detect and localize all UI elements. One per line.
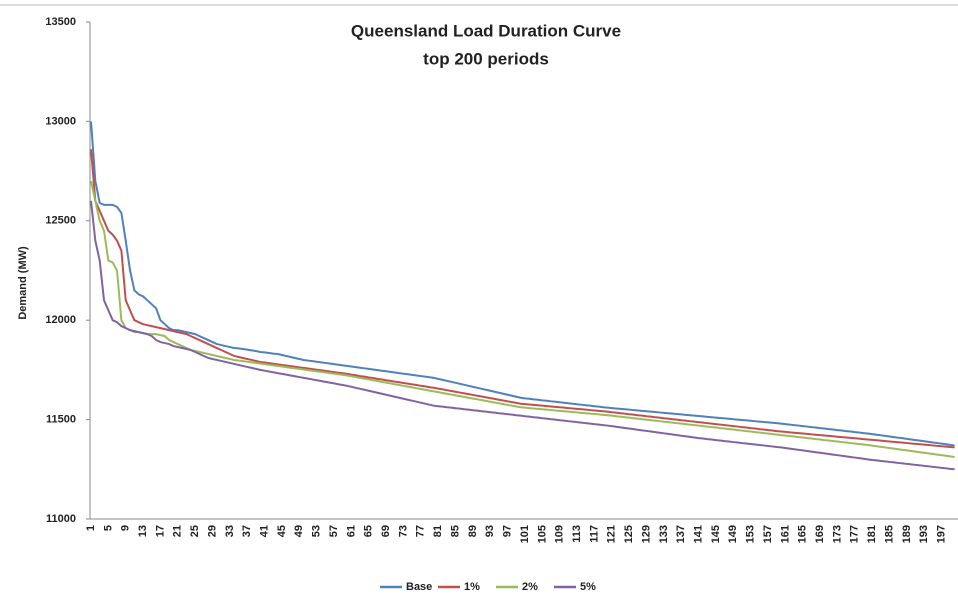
- x-tick-label: 105: [536, 525, 548, 543]
- y-tick-label: 12000: [45, 314, 76, 326]
- line-series: [90, 121, 955, 447]
- x-tick-label: 93: [484, 525, 496, 537]
- x-tick-label: 73: [397, 525, 409, 537]
- y-tick-label: 12500: [45, 215, 76, 227]
- x-tick-label: 9: [120, 525, 132, 531]
- x-tick-label: 85: [449, 525, 461, 537]
- x-tick-label: 101: [519, 525, 531, 543]
- y-tick-label: 11500: [46, 414, 76, 426]
- x-tick-label: 133: [658, 525, 670, 543]
- x-tick-label: 49: [293, 525, 305, 537]
- legend-label: Base: [406, 581, 432, 593]
- line-series: [90, 180, 955, 458]
- x-tick-label: 17: [154, 525, 166, 537]
- x-tick-label: 21: [172, 525, 184, 537]
- x-tick-label: 197: [936, 525, 948, 543]
- x-tick-label: 13: [137, 525, 149, 537]
- legend-label: 1%: [464, 581, 480, 593]
- x-tick-label: 117: [588, 525, 600, 543]
- x-tick-label: 173: [831, 525, 843, 543]
- x-tick-label: 5: [102, 525, 114, 531]
- line-series: [90, 200, 955, 471]
- x-tick-label: 53: [311, 525, 323, 537]
- x-tick-label: 121: [606, 525, 618, 543]
- x-tick-label: 193: [918, 525, 930, 543]
- x-tick-label: 97: [502, 525, 514, 537]
- x-tick-label: 77: [415, 525, 427, 537]
- x-tick-label: 113: [571, 525, 583, 543]
- y-tick-label: 13500: [45, 16, 76, 28]
- legend-label: 2%: [522, 581, 538, 593]
- x-tick-label: 177: [849, 525, 861, 543]
- x-tick-label: 109: [554, 525, 566, 543]
- y-axis-label: Demand (MW): [17, 246, 29, 320]
- x-tick-label: 65: [363, 525, 375, 537]
- x-tick-label: 145: [710, 525, 722, 543]
- legend-label: 5%: [580, 581, 596, 593]
- x-tick-label: 33: [224, 525, 236, 537]
- x-tick-label: 161: [779, 525, 791, 543]
- x-tick-label: 129: [640, 525, 652, 543]
- x-tick-label: 29: [206, 525, 218, 537]
- line-series: [90, 149, 955, 449]
- chart-subtitle: top 200 periods: [423, 49, 549, 68]
- x-tick-label: 189: [901, 525, 913, 543]
- x-tick-label: 125: [623, 525, 635, 543]
- x-tick-label: 25: [189, 525, 201, 537]
- x-tick-label: 153: [745, 525, 757, 543]
- x-tick-label: 41: [259, 525, 271, 537]
- x-tick-label: 45: [276, 525, 288, 537]
- x-tick-label: 157: [762, 525, 774, 543]
- x-tick-label: 137: [675, 525, 687, 543]
- y-tick-label: 11000: [46, 513, 76, 525]
- x-tick-label: 181: [866, 525, 878, 543]
- x-tick-label: 165: [797, 525, 809, 543]
- x-tick-label: 185: [883, 525, 895, 543]
- x-tick-label: 61: [345, 525, 357, 537]
- x-tick-label: 57: [328, 525, 340, 537]
- x-tick-label: 89: [467, 525, 479, 537]
- x-tick-label: 141: [693, 525, 705, 543]
- x-tick-label: 149: [727, 525, 739, 543]
- chart-title: Queensland Load Duration Curve: [351, 21, 621, 40]
- x-tick-label: 37: [241, 525, 253, 537]
- x-tick-label: 169: [814, 525, 826, 543]
- x-tick-label: 69: [380, 525, 392, 537]
- x-tick-label: 81: [432, 525, 444, 537]
- y-tick-label: 13000: [45, 115, 76, 127]
- x-tick-label: 1: [85, 525, 97, 531]
